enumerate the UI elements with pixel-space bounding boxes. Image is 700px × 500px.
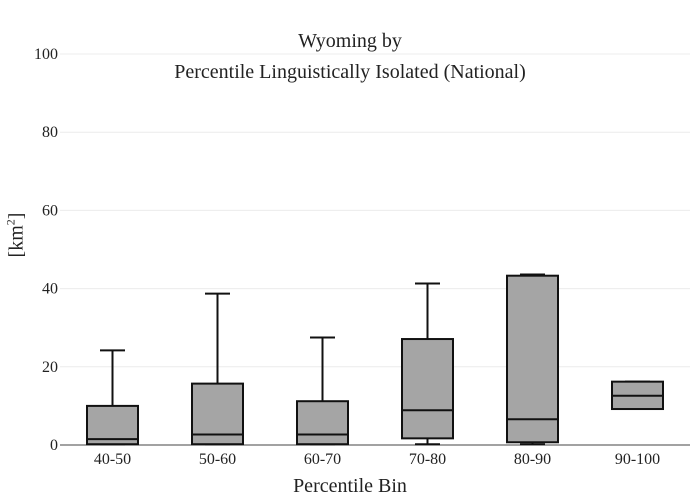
x-tick-label: 60-70 <box>304 451 341 468</box>
y-tick-label: 60 <box>42 202 58 219</box>
y-tick-label: 20 <box>42 359 58 376</box>
box-50-60 <box>191 292 244 446</box>
x-tick-label: 80-90 <box>514 451 551 468</box>
boxes <box>86 273 664 446</box>
box-40-50 <box>86 349 139 446</box>
box-iqr <box>401 338 454 440</box>
chart-title-line-2: Percentile Linguistically Isolated (Nati… <box>174 61 526 83</box>
box-90-100 <box>611 380 664 411</box>
box-iqr <box>506 274 559 444</box>
box-60-70 <box>296 336 349 446</box>
x-axis-ticks: 40-50 50-60 60-70 70-80 80-90 90-100 <box>94 451 660 468</box>
y-axis-label: [km2] <box>3 212 28 258</box>
gridlines <box>60 53 690 368</box>
box-80-90 <box>506 273 559 446</box>
x-tick-label: 70-80 <box>409 451 446 468</box>
x-tick-label: 50-60 <box>199 451 236 468</box>
y-tick-label: 80 <box>42 124 58 141</box>
y-axis-ticks: 0 20 40 60 80 100 <box>34 46 58 454</box>
x-tick-label: 40-50 <box>94 451 131 468</box>
chart-title-line-1: Wyoming by <box>298 30 402 52</box>
box-70-80 <box>401 282 454 446</box>
box-iqr <box>296 400 349 446</box>
y-tick-label: 40 <box>42 281 58 298</box>
x-axis-label: Percentile Bin <box>293 475 407 497</box>
box-iqr <box>86 404 139 446</box>
y-tick-label: 0 <box>50 437 58 454</box>
y-tick-label: 100 <box>34 46 58 63</box>
x-tick-label: 90-100 <box>615 451 660 468</box>
